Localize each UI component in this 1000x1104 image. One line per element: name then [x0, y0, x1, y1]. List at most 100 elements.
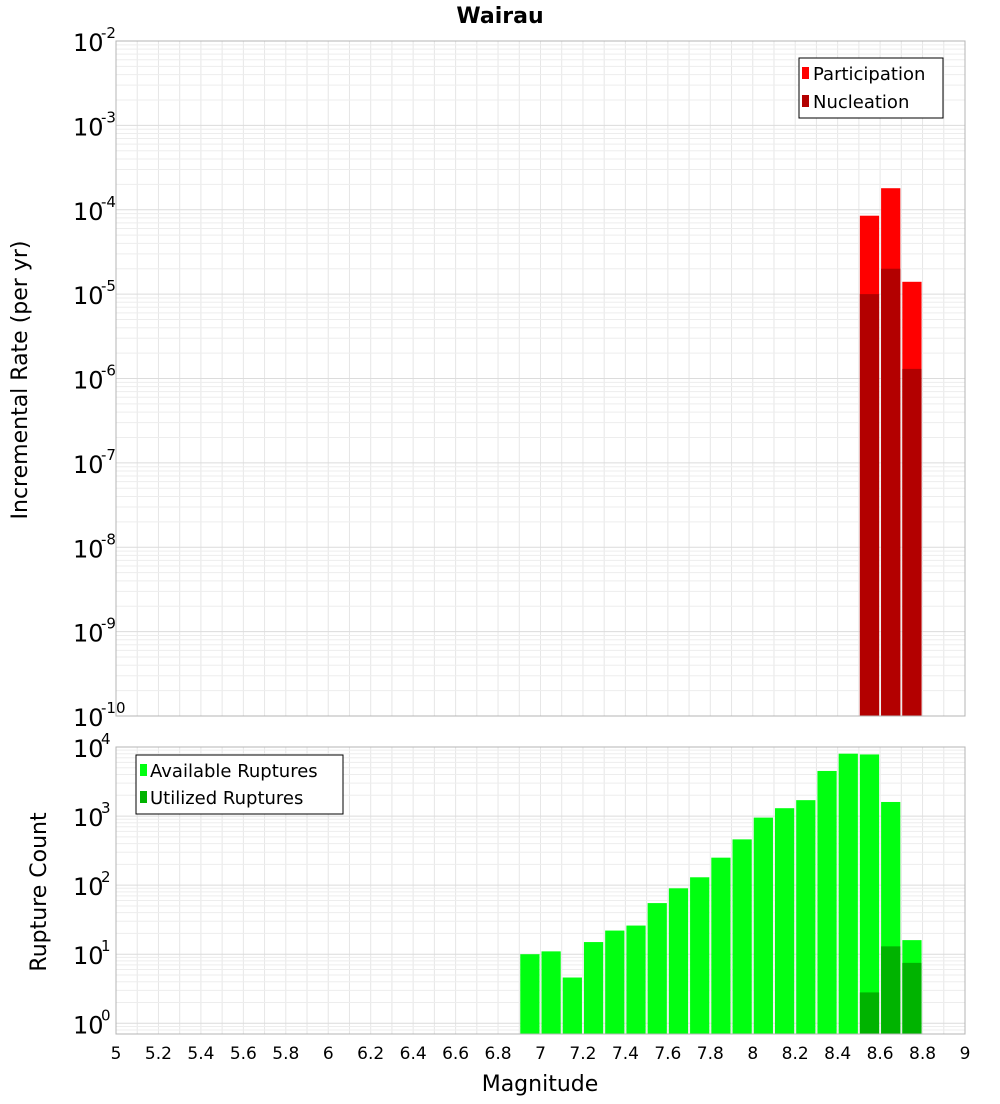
count-bar-s0 [690, 877, 710, 1034]
bottom-y-tick: 104 [73, 730, 111, 763]
x-tick-label: 7.8 [697, 1044, 724, 1064]
bottom-y-tick: 103 [73, 799, 111, 832]
y-tick-exponent: 1 [101, 937, 111, 955]
count-bar-s0 [711, 857, 731, 1034]
x-tick-labels: 5 5.2 5.4 5.6 5.8 6 6.2 6.4 6.6 6.8 7 7.2 7.4 7.6 7.8 8… [111, 1044, 971, 1064]
bottom-y-axis-title: Rupture Count [27, 812, 52, 972]
top-y-tick: 10-8 [73, 530, 116, 563]
count-bar-s0 [647, 903, 667, 1034]
top-grid [116, 41, 966, 716]
y-tick-base: 10 [73, 367, 104, 395]
x-tick-label: 5.6 [230, 1044, 257, 1064]
rate-bar-s1 [859, 294, 880, 716]
bottom-legend-box [135, 754, 344, 815]
y-tick-base: 10 [73, 942, 104, 970]
x-tick-label: 7 [535, 1044, 546, 1064]
count-bar-s0 [817, 770, 837, 1034]
x-tick-label: 7.6 [654, 1044, 681, 1064]
x-axis-title: Magnitude [482, 1072, 599, 1097]
y-tick-base: 10 [73, 735, 104, 763]
x-tick-label: 6.8 [485, 1044, 512, 1064]
top-y-tick: 10-10 [73, 699, 126, 732]
count-bar-s0 [668, 888, 689, 1034]
count-bar-s0 [520, 954, 540, 1034]
y-tick-exponent: -2 [101, 24, 116, 42]
x-tick-label: 7.4 [612, 1044, 639, 1064]
legend-label-nucleation: Nucleation [813, 92, 909, 113]
y-tick-exponent: 3 [101, 799, 111, 817]
chart-title: Wairau [456, 4, 543, 29]
bottom-y-tick: 100 [73, 1006, 111, 1039]
count-bar-s0 [753, 817, 773, 1034]
y-tick-base: 10 [73, 1011, 104, 1039]
x-tick-label: 5 [111, 1044, 122, 1064]
bottom-plot-frame [115, 746, 966, 1035]
x-tick-label: 6 [323, 1044, 334, 1064]
rate-bar-s1 [902, 368, 922, 716]
count-bar-s0 [774, 808, 795, 1034]
y-tick-exponent: 4 [101, 730, 111, 748]
top-bars [859, 188, 922, 717]
count-bar-s1 [859, 992, 880, 1034]
y-tick-base: 10 [73, 198, 104, 226]
top-plot-frame [115, 40, 966, 717]
legend-swatch-utilized-ruptures [140, 791, 147, 803]
y-tick-base: 10 [73, 113, 104, 141]
top-y-axis-title: Incremental Rate (per yr) [8, 241, 33, 520]
y-tick-exponent: -8 [101, 530, 116, 548]
x-tick-label: 6.6 [442, 1044, 469, 1064]
count-bar-s0 [838, 753, 858, 1034]
count-bar-s0 [626, 925, 646, 1034]
legend-swatch-available-ruptures [140, 764, 147, 776]
y-tick-exponent: -6 [101, 362, 116, 380]
x-tick-label: 8.8 [909, 1044, 936, 1064]
count-bar-s0 [796, 800, 816, 1034]
x-tick-label: 5.4 [187, 1044, 214, 1064]
count-bar-s0 [732, 839, 752, 1034]
bottom-legend: Available Ruptures Utilized Ruptures [135, 754, 344, 815]
bottom-y-tick: 101 [73, 937, 111, 970]
y-tick-exponent: -3 [101, 108, 116, 126]
y-tick-base: 10 [73, 704, 104, 732]
x-tick-label: 8.6 [867, 1044, 894, 1064]
y-tick-exponent: 2 [101, 868, 111, 886]
x-tick-label: 6.4 [400, 1044, 427, 1064]
count-bar-s1 [902, 962, 922, 1034]
legend-swatch-participation [802, 67, 809, 79]
y-tick-exponent: -10 [101, 699, 126, 717]
y-tick-base: 10 [73, 535, 104, 563]
x-tick-label: 8 [747, 1044, 758, 1064]
count-bar-s0 [859, 754, 880, 1034]
y-tick-exponent: -5 [101, 277, 116, 295]
y-tick-base: 10 [73, 620, 104, 648]
top-legend-box [798, 57, 944, 119]
bottom-y-tick: 102 [73, 868, 111, 901]
legend-label-available-ruptures: Available Ruptures [150, 761, 318, 782]
bottom-bars [520, 753, 922, 1034]
legend-swatch-nucleation [802, 95, 809, 107]
x-tick-label: 6.2 [357, 1044, 384, 1064]
y-tick-exponent: -7 [101, 446, 116, 464]
x-tick-label: 5.8 [272, 1044, 299, 1064]
count-bar-s1 [881, 946, 901, 1034]
y-tick-base: 10 [73, 282, 104, 310]
top-y-tick: 10-4 [73, 193, 116, 226]
top-y-tick: 10-2 [73, 24, 116, 57]
top-y-tick: 10-5 [73, 277, 116, 310]
count-bar-s0 [583, 942, 604, 1034]
y-tick-exponent: -4 [101, 193, 116, 211]
y-tick-base: 10 [73, 873, 104, 901]
top-legend: Participation Nucleation [798, 57, 944, 119]
x-tick-label: 7.2 [569, 1044, 596, 1064]
y-tick-exponent: 0 [101, 1006, 111, 1024]
y-tick-exponent: -9 [101, 615, 116, 633]
top-y-tick: 10-3 [73, 108, 116, 141]
legend-label-utilized-ruptures: Utilized Ruptures [150, 788, 303, 809]
x-tick-label: 5.2 [145, 1044, 172, 1064]
legend-label-participation: Participation [813, 64, 925, 85]
count-bar-s0 [541, 951, 561, 1034]
